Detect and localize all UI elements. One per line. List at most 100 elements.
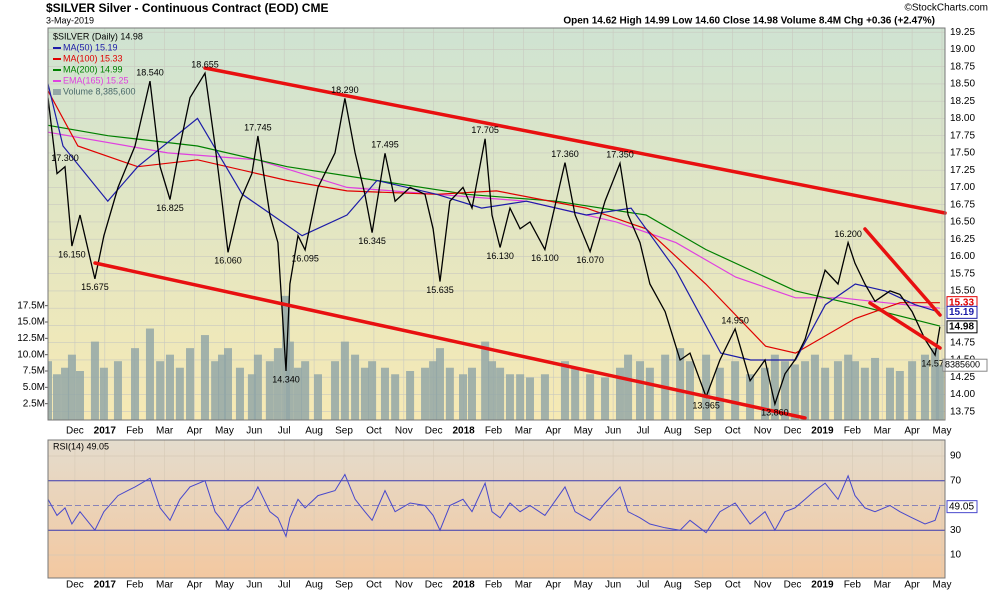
rsi-x-tick-label: Dec	[425, 580, 443, 591]
wedge-bottom	[868, 301, 942, 350]
y-tick-label: 18.00	[950, 113, 975, 124]
rsi-x-tick-label: 2017	[94, 580, 117, 591]
y-tick-label: 15.50	[950, 286, 975, 297]
volume-tick-label: 5.0M	[23, 382, 45, 393]
volume-bar	[540, 374, 549, 420]
x-tick-label: Apr	[546, 426, 562, 437]
legend-label: Volume 8,385,600	[63, 86, 136, 96]
volume-bar	[360, 367, 369, 420]
legend-label: $SILVER (Daily) 14.98	[53, 31, 143, 41]
y-tick-label: 15.75	[950, 268, 975, 279]
rsi-tag	[946, 500, 978, 514]
peak-label: 17.300	[51, 153, 79, 163]
volume-bar	[615, 367, 624, 420]
x-tick-label: Sep	[694, 426, 712, 437]
volume-bar	[844, 354, 853, 420]
y-tick-label: 17.75	[950, 130, 975, 141]
volume-bar	[895, 371, 904, 420]
volume-tag	[942, 358, 988, 372]
volume-bar	[380, 367, 389, 420]
lower-trendline	[93, 261, 807, 420]
volume-bar	[200, 335, 209, 420]
rsi-x-tick-label: Mar	[156, 580, 174, 591]
rsi-tick-label: 90	[950, 451, 962, 462]
volume-bar	[715, 367, 724, 420]
price-panel	[48, 28, 945, 420]
value-tag	[946, 320, 978, 334]
volume-bar	[368, 361, 377, 420]
volume-bar	[935, 365, 944, 420]
rsi-panel	[48, 440, 945, 578]
peak-label: 17.705	[471, 125, 499, 135]
volume-bar	[52, 374, 61, 420]
x-tick-label: 2017	[94, 426, 117, 437]
volume-tick-label: 12.5M	[17, 333, 45, 344]
legend-swatch	[53, 89, 61, 95]
grid	[48, 28, 945, 578]
trough-label: 16.100	[531, 253, 559, 263]
legend-label: MA(200) 14.99	[63, 64, 123, 74]
legend-label: EMA(165) 15.25	[63, 75, 129, 85]
volume-bar	[801, 361, 810, 420]
volume-bar	[467, 367, 476, 420]
y-tick-label: 14.75	[950, 337, 975, 348]
volume-bar	[571, 367, 580, 420]
moving-average	[48, 83, 941, 361]
y-tick-label: 14.00	[950, 389, 975, 400]
upper-trendline	[203, 66, 947, 215]
volume-bar	[810, 354, 819, 420]
volume-bar	[636, 361, 645, 420]
volume-bar	[586, 374, 595, 420]
rsi-x-tick-label: Jun	[605, 580, 621, 591]
rsi-x-tick-label: Feb	[126, 580, 144, 591]
volume-bar	[790, 364, 799, 420]
rsi-x-tick-label: Mar	[515, 580, 533, 591]
rsi-line	[48, 473, 941, 539]
rsi-x-tick-label: Mar	[874, 580, 892, 591]
rsi-x-tick-label: Dec	[784, 580, 802, 591]
x-tick-label: Apr	[904, 426, 920, 437]
volume-bar	[676, 348, 685, 420]
volume-bar	[821, 367, 830, 420]
volume-bar	[624, 354, 633, 420]
rsi-x-tick-label: Aug	[305, 580, 323, 591]
volume-bar	[61, 367, 70, 420]
rsi-x-tick-label: Nov	[754, 580, 772, 591]
price-layer	[48, 71, 941, 407]
volume-bar	[223, 348, 232, 420]
y-tick-label: 19.00	[950, 44, 975, 55]
volume-bar	[351, 354, 360, 420]
volume-bar	[131, 348, 140, 420]
volume-bar	[601, 377, 610, 420]
value-tag	[946, 305, 978, 319]
volume-bar	[516, 374, 525, 420]
peak-label: 18.290	[331, 85, 359, 95]
peak-label: 17.350	[606, 150, 634, 160]
volume-bar	[301, 361, 310, 420]
x-tick-label: Oct	[725, 426, 741, 437]
rsi-x-tick-label: 2018	[452, 580, 475, 591]
x-tick-label: Sep	[335, 426, 353, 437]
x-tick-label: Apr	[187, 426, 203, 437]
y-tick-label: 19.25	[950, 27, 975, 38]
x-tick-label: 2018	[452, 426, 475, 437]
volume-bar	[908, 361, 917, 420]
x-tick-label: 2019	[811, 426, 834, 437]
volume-bar	[186, 348, 195, 420]
labels-layer: Dec Dec 2017 2017 Feb Feb Mar Mar Apr Apr May May Ju…	[17, 27, 988, 591]
peak-label: 17.360	[551, 149, 579, 159]
trough-label: 16.150	[58, 249, 86, 259]
peak-label: 18.655	[191, 60, 219, 70]
volume-tag-label: 8385600	[945, 360, 980, 370]
volume-bar	[746, 374, 755, 420]
x-tick-label: Aug	[664, 426, 682, 437]
x-tick-label: Mar	[515, 426, 533, 437]
volume-bar	[860, 367, 869, 420]
volume-bar	[445, 367, 454, 420]
trough-label: 15.675	[81, 282, 109, 292]
y-tick-label: 16.75	[950, 199, 975, 210]
volume-tick-label: 17.5M	[17, 300, 45, 311]
y-tick-label: 14.25	[950, 372, 975, 383]
volume-bar	[293, 367, 302, 420]
volume-bar	[165, 354, 174, 420]
